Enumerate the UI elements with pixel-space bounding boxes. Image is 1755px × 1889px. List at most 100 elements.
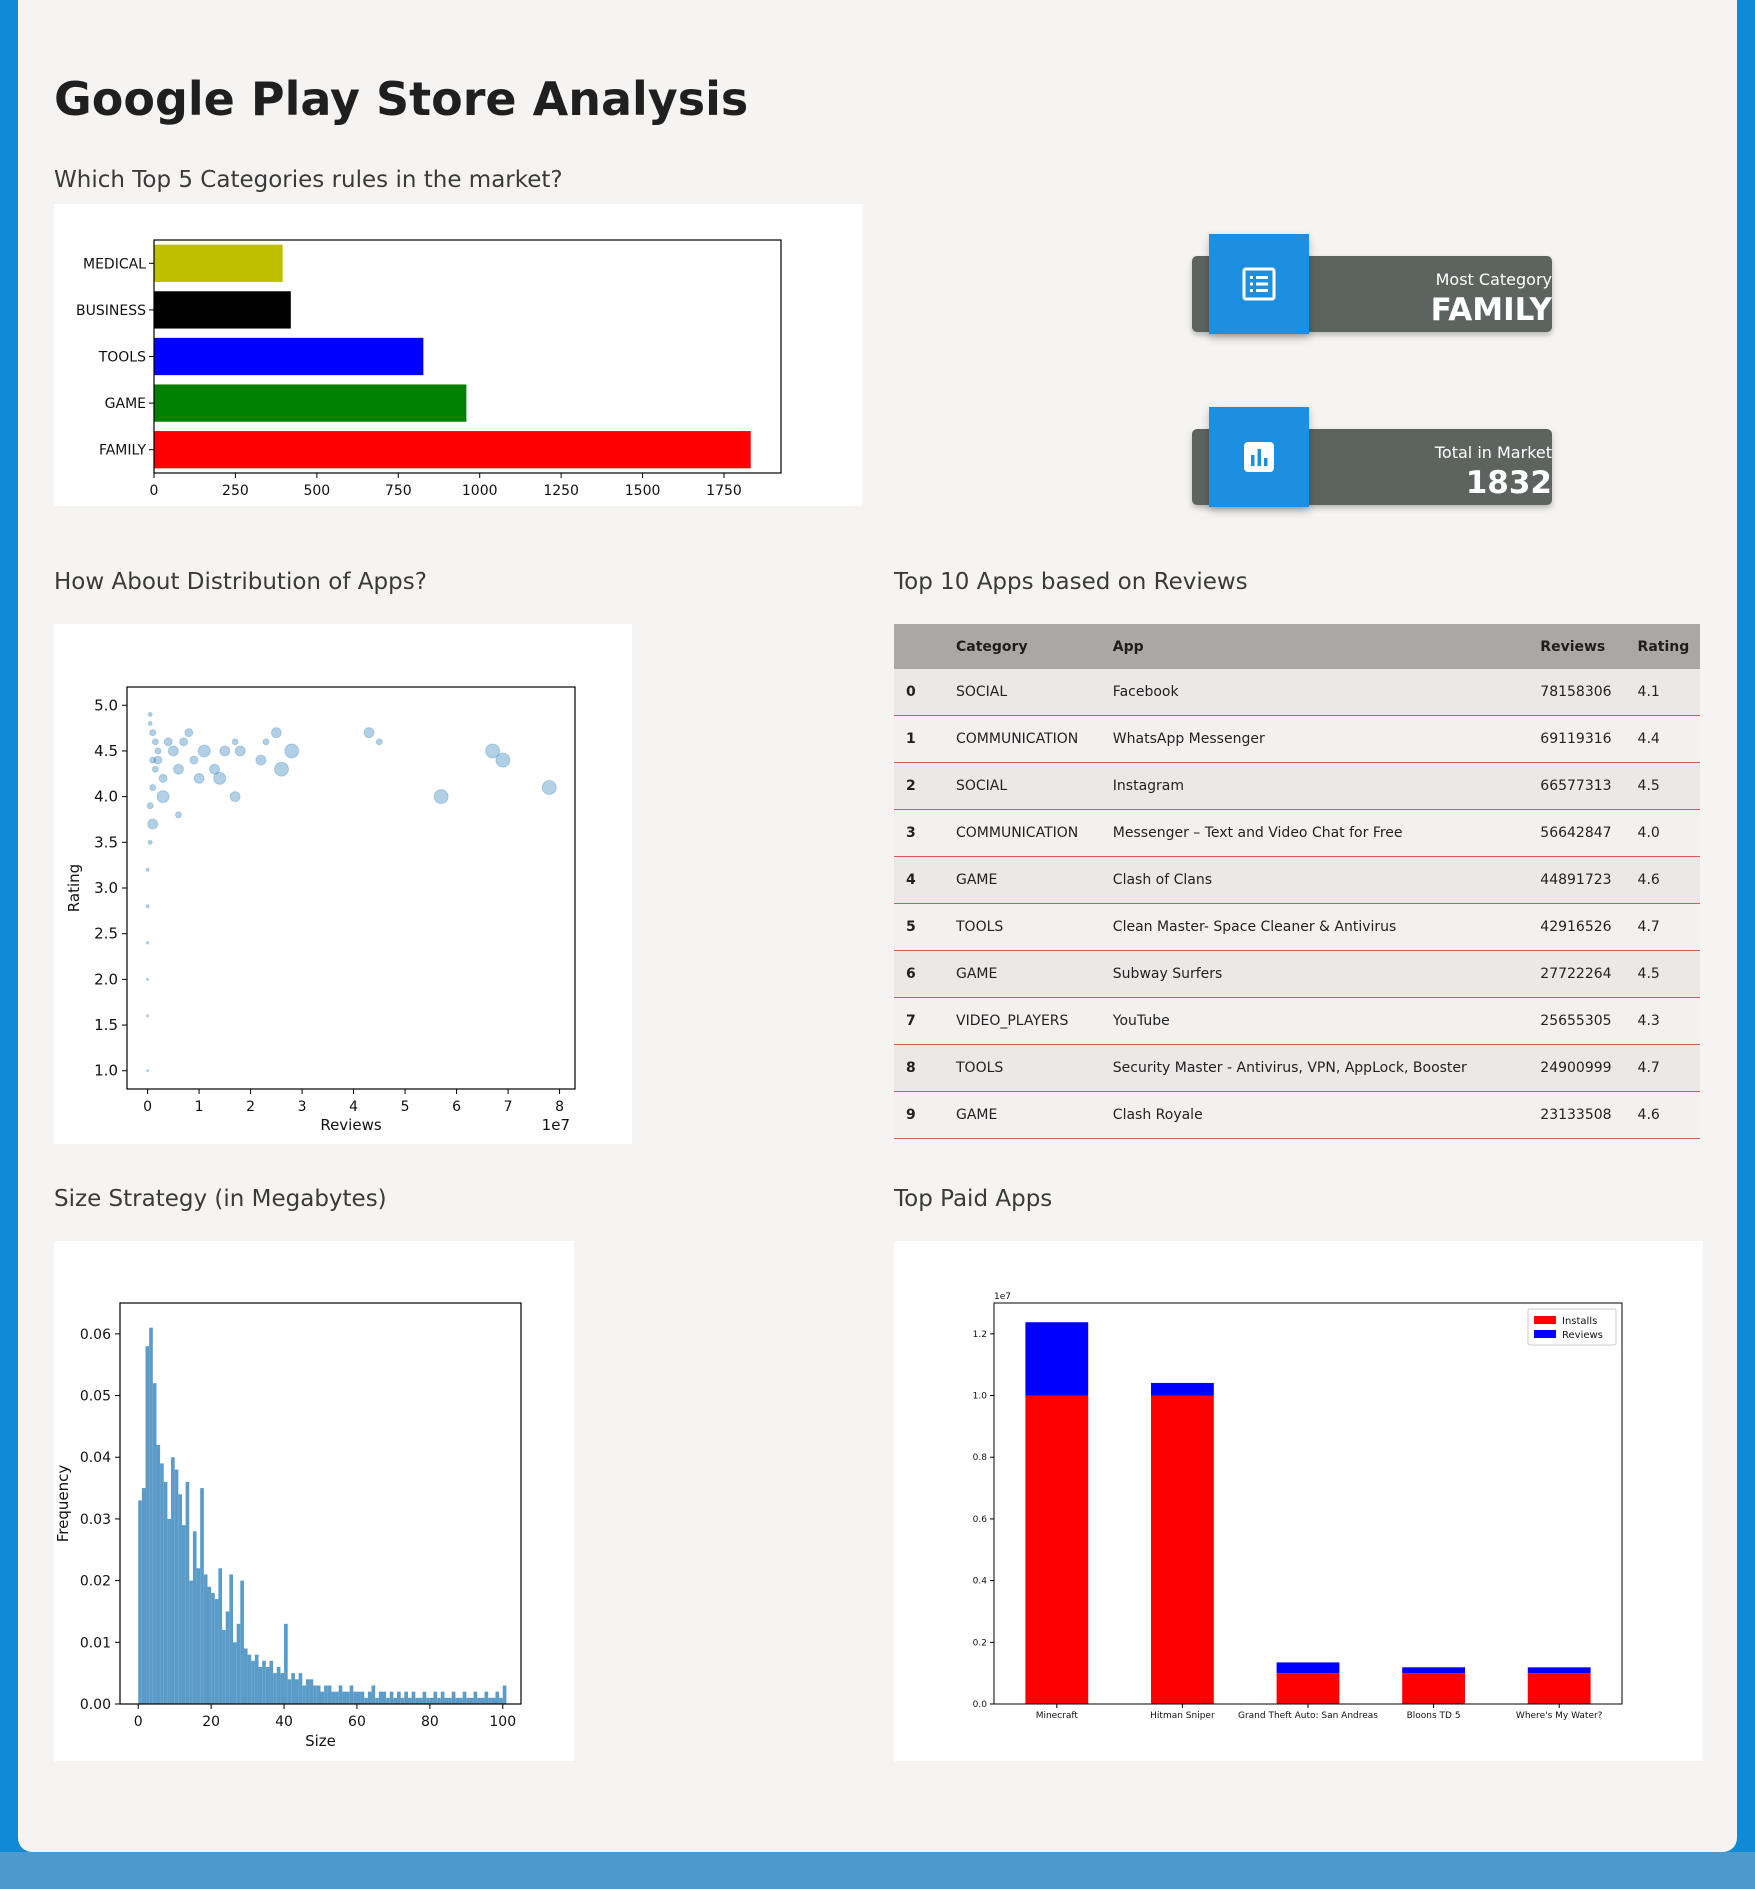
histogram-bin (448, 1697, 452, 1704)
histogram-bin (356, 1691, 361, 1704)
x-tick-label: 4 (349, 1099, 358, 1115)
x-tick-label: 6 (452, 1099, 461, 1115)
histogram-bin (284, 1623, 288, 1704)
table-row: 3 COMMUNICATION Messenger – Text and Video… (894, 809, 1700, 857)
table-row: 2 SOCIAL Instagram 66577313 4.5 (894, 762, 1700, 810)
scatter-point (145, 941, 150, 945)
legend-swatch-installs (1534, 1316, 1556, 1324)
histogram-bin (437, 1697, 441, 1704)
cell-app: Instagram (1100, 762, 1529, 810)
histogram-bin (422, 1691, 427, 1704)
paid-chart-panel: Minecraft Hitman Sniper Grand Theft Auto: … (894, 1241, 1703, 1761)
x-tick-label: Where's My Water? (1516, 1711, 1603, 1721)
histogram-bin (502, 1685, 507, 1704)
kpi-label: Most Category (1435, 270, 1552, 289)
cell-category: SOCIAL (944, 762, 1101, 810)
histogram-bin (459, 1697, 463, 1704)
histogram-bin (353, 1691, 357, 1704)
top10-reviews-table: Category App Reviews Rating 0 SOCIAL Faceb… (894, 624, 1700, 1139)
stacked-bar-reviews (1025, 1322, 1089, 1396)
column-header-index (894, 624, 944, 669)
section-title-paid: Top Paid Apps (894, 1186, 1053, 1212)
histogram-bin (243, 1648, 248, 1704)
histogram-bin (331, 1691, 336, 1704)
histogram-bin (163, 1481, 168, 1704)
scatter-point (158, 773, 168, 783)
section-title-top10: Top 10 Apps based on Reviews (894, 569, 1248, 595)
y-tick-label: 5.0 (94, 696, 118, 714)
histogram-bin (499, 1697, 503, 1704)
histogram-bin (240, 1580, 244, 1704)
scatter-point (167, 745, 179, 757)
cell-rating: 4.7 (1625, 1044, 1700, 1092)
cell-app: Clash Royale (1100, 1091, 1529, 1139)
scatter-point (146, 802, 154, 810)
cell-category: TOOLS (944, 903, 1101, 951)
histogram-bin (346, 1691, 350, 1704)
column-header-app: App (1100, 624, 1529, 669)
cell-rating: 4.0 (1625, 809, 1700, 857)
x-tick-label: 1750 (706, 483, 742, 499)
list-icon (1209, 234, 1309, 334)
scatter-point (433, 789, 449, 805)
y-tick-label: FAMILY (99, 443, 146, 459)
legend-swatch-reviews (1534, 1330, 1556, 1338)
cell-rating: 4.6 (1625, 856, 1700, 904)
histogram-bin (491, 1697, 496, 1704)
bar-tools (154, 337, 424, 376)
y-tick-label: 2.0 (94, 970, 118, 988)
histogram-bin (411, 1691, 416, 1704)
cell-rating: 4.5 (1625, 950, 1700, 998)
stacked-bar-reviews (1276, 1662, 1340, 1674)
scatter-point (147, 711, 153, 717)
stacked-bar-installs (1402, 1673, 1465, 1704)
histogram-bin (397, 1691, 401, 1704)
bar-family (154, 431, 751, 469)
histogram-bin (473, 1691, 478, 1704)
histogram-bin (451, 1691, 456, 1704)
plot-frame (993, 1302, 1623, 1705)
cell-app: YouTube (1100, 997, 1529, 1045)
cell-app: Clash of Clans (1100, 856, 1529, 904)
histogram-bin (138, 1500, 142, 1704)
cell-reviews: 66577313 (1528, 762, 1626, 810)
histogram-bin (389, 1691, 394, 1704)
histogram-bin (335, 1691, 339, 1704)
histogram-bin (218, 1568, 223, 1704)
x-tick-label: 40 (275, 1714, 293, 1730)
scatter-point (174, 811, 182, 819)
y-axis-label: Rating (65, 864, 83, 912)
histogram-bin (466, 1697, 470, 1704)
cell-category: VIDEO_PLAYERS (944, 997, 1101, 1045)
scatter-point (154, 747, 162, 755)
page-title: Google Play Store Analysis (54, 72, 749, 126)
cell-rating: 4.3 (1625, 997, 1700, 1045)
histogram-bin (426, 1697, 430, 1704)
histogram-bin (360, 1691, 365, 1704)
histogram-bin (324, 1685, 328, 1704)
cell-app: Subway Surfers (1100, 950, 1529, 998)
histogram-bin (156, 1444, 161, 1704)
column-header-reviews: Reviews (1528, 624, 1626, 669)
scatter-point (270, 727, 282, 739)
y-tick-label: 0.02 (80, 1574, 111, 1590)
x-tick-label: 0 (150, 483, 159, 499)
histogram-bin (378, 1691, 383, 1704)
scatter-point (179, 737, 189, 747)
scatter-point (273, 761, 289, 777)
histogram-bin (200, 1488, 204, 1704)
cell-reviews: 56642847 (1528, 809, 1626, 857)
section-title-size: Size Strategy (in Megabytes) (54, 1186, 387, 1212)
histogram-bin (302, 1685, 306, 1704)
histogram-bin (407, 1697, 412, 1704)
table-row: 1 COMMUNICATION WhatsApp Messenger 69119316… (894, 715, 1700, 763)
x-tick-label: Bloons TD 5 (1407, 1711, 1461, 1721)
histogram-bin (375, 1697, 379, 1704)
histogram-bin (207, 1586, 212, 1704)
cell-index: 0 (894, 669, 944, 716)
scatter-point (172, 763, 184, 775)
table-row: 5 TOOLS Clean Master- Space Cleaner & Anti… (894, 903, 1700, 951)
histogram-bin (181, 1525, 186, 1704)
y-tick-label: TOOLS (98, 350, 146, 366)
cell-rating: 4.7 (1625, 903, 1700, 951)
